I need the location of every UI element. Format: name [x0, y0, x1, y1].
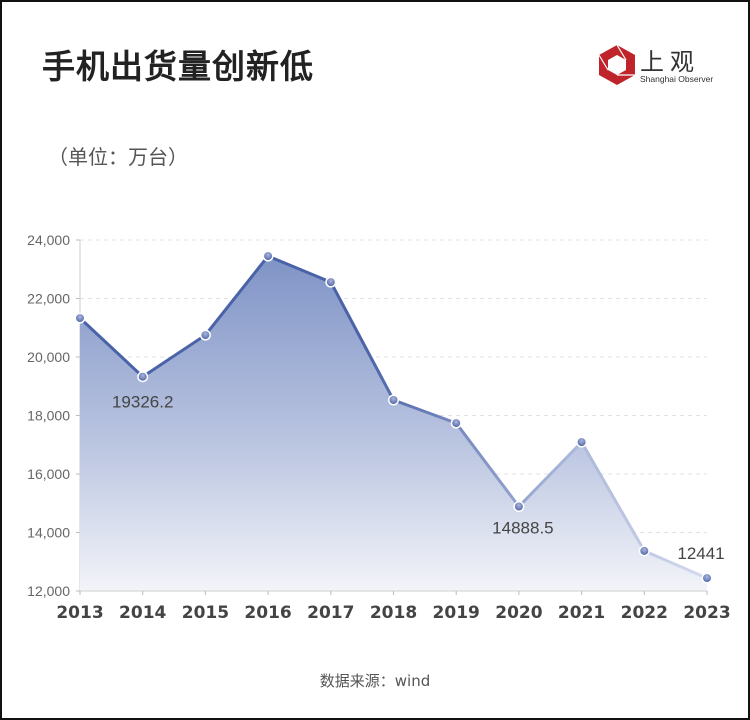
y-tick-label: 18,000 [27, 408, 70, 424]
shanghai-observer-logo: 上观 Shanghai Observer [596, 44, 716, 88]
y-tick-label: 14,000 [27, 525, 70, 541]
y-tick-label: 24,000 [27, 232, 70, 248]
x-axis: 2013 2014 2015 2016 2017 2018 2019 2020 2021 2022… [56, 590, 731, 623]
data-label: 19326.2 [112, 393, 173, 412]
x-tick-label: 2017 [307, 603, 354, 623]
data-point [76, 314, 84, 323]
data-point [640, 546, 649, 555]
logo-chinese-name: 上观 [640, 48, 700, 76]
data-label: 14888.5 [492, 519, 553, 538]
x-tick-label: 2020 [495, 603, 542, 623]
x-tick-label: 2013 [56, 603, 103, 623]
area-chart: 12,000 14,000 16,000 18,000 20,000 22,000 24,0… [27, 232, 731, 623]
area-fill [80, 256, 707, 591]
data-label: 12441 [677, 544, 724, 563]
logo-english-name: Shanghai Observer [640, 74, 714, 84]
data-point [264, 252, 273, 261]
data-point [703, 574, 711, 583]
x-tick-label: 2016 [244, 603, 291, 623]
x-tick-label: 2023 [683, 603, 730, 623]
data-point [201, 331, 210, 340]
x-tick-label: 2019 [433, 603, 480, 623]
data-point [577, 438, 586, 447]
data-point [389, 395, 398, 404]
x-tick-label: 2015 [182, 603, 229, 623]
x-tick-label: 2021 [558, 603, 605, 623]
data-source: 数据来源：wind [319, 672, 431, 690]
data-point [452, 419, 461, 428]
x-tick-label: 2018 [370, 603, 417, 623]
y-axis: 12,000 14,000 16,000 18,000 20,000 22,000 24,0… [27, 232, 81, 599]
x-tick-label: 2014 [119, 603, 166, 623]
hexagon-logo-icon [598, 44, 635, 85]
y-tick-label: 16,000 [27, 466, 70, 482]
y-tick-label: 20,000 [27, 349, 70, 365]
x-tick-label: 2022 [621, 603, 668, 623]
unit-label: （单位：万台） [48, 145, 188, 169]
data-point [514, 502, 523, 511]
y-tick-label: 12,000 [27, 583, 70, 599]
y-tick-label: 22,000 [27, 291, 70, 307]
data-point [326, 278, 335, 287]
chart-title: 手机出货量创新低 [42, 47, 314, 86]
data-labels: 19326.2 14888.5 12441 [112, 393, 725, 563]
data-point [138, 372, 147, 381]
data-points [74, 250, 713, 584]
